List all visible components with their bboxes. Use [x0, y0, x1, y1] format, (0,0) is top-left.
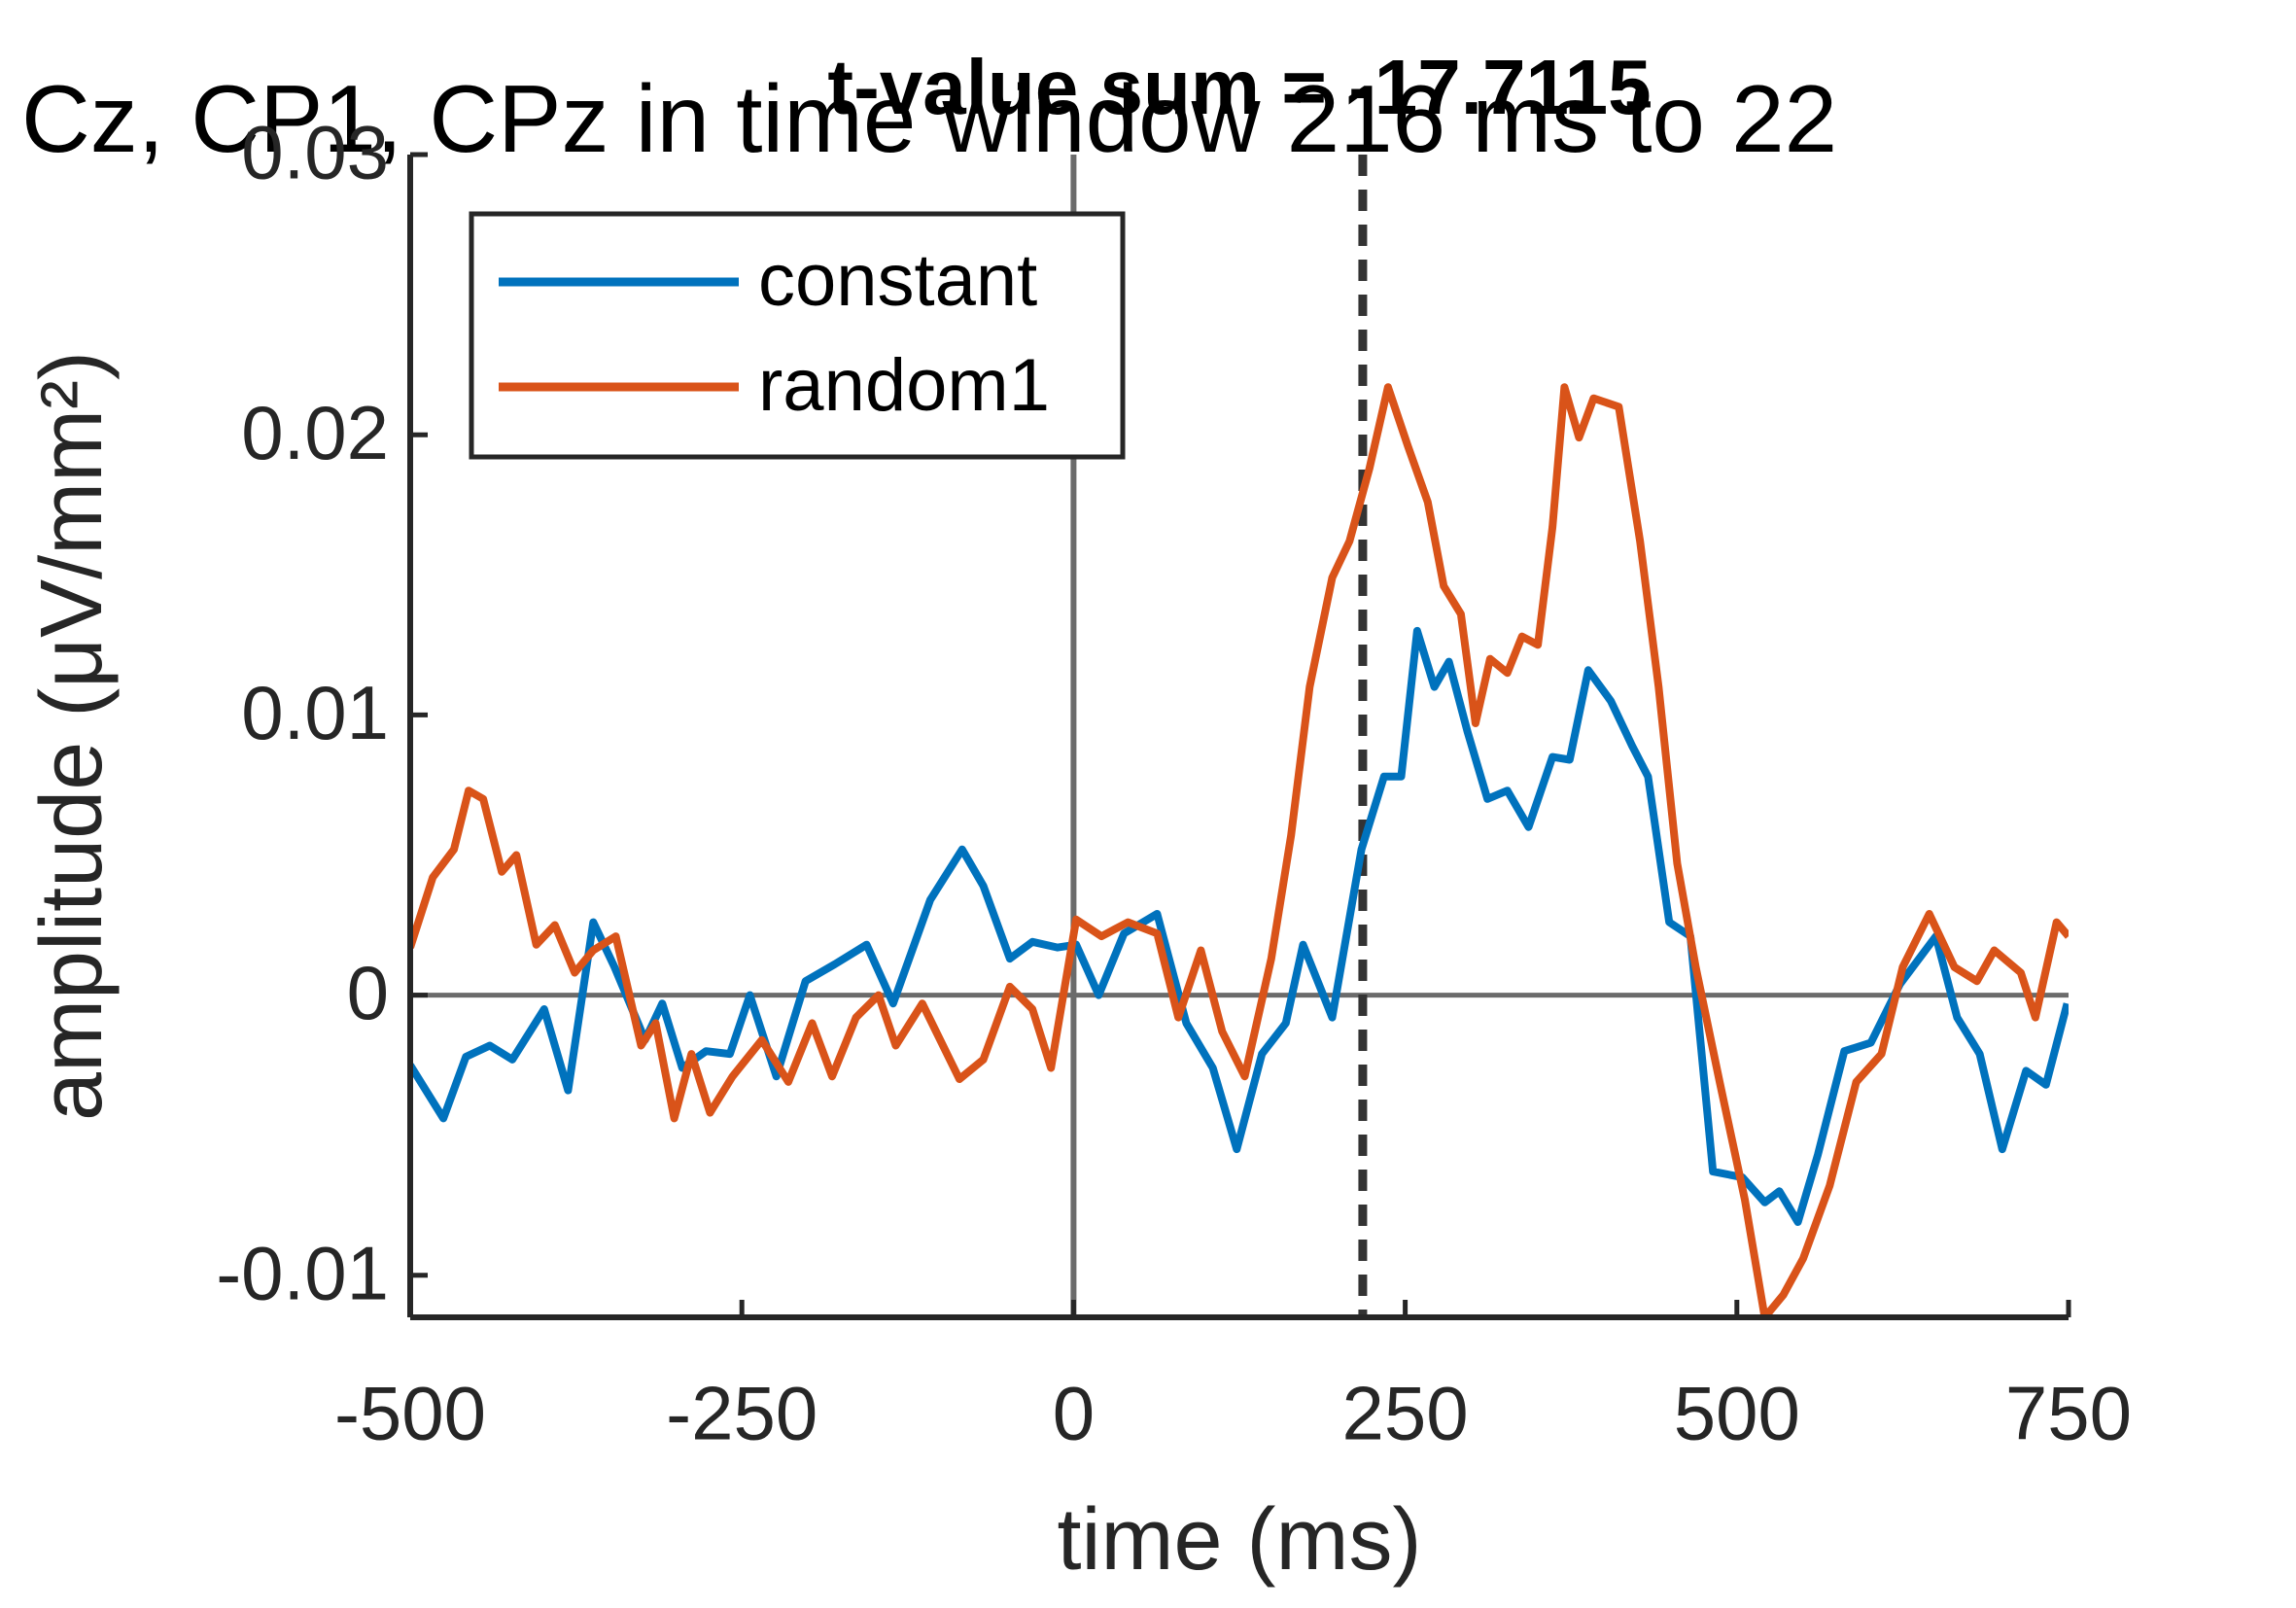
y-tick-label: 0.01	[241, 670, 389, 755]
legend-label: constant	[758, 239, 1037, 322]
x-tick-label: 500	[1674, 1371, 1800, 1456]
data-line	[410, 626, 2069, 1226]
y-axis-label: amplitude (μV/mm²)	[23, 351, 121, 1121]
x-tick-label: -500	[334, 1371, 486, 1456]
y-tick-label: 0.02	[241, 390, 389, 475]
legend-label: random1	[758, 344, 1050, 427]
legend-box	[469, 211, 1126, 460]
chart-subtitle: Cz, CP1, CPz in time window 216 ms to 22	[21, 65, 1837, 172]
y-tick-label: 0	[347, 950, 389, 1035]
x-tick-label: 250	[1342, 1371, 1469, 1456]
x-tick-label: -250	[666, 1371, 818, 1456]
y-tick-label: 0.03	[241, 110, 389, 195]
data-line	[410, 383, 2069, 1317]
y-tick-label: -0.01	[216, 1230, 389, 1315]
x-tick-label: 750	[2005, 1371, 2132, 1456]
x-tick-label: 0	[1053, 1371, 1095, 1456]
x-axis-label: time (ms)	[1058, 1491, 1422, 1589]
chart-title: t-value sum = -17.7115	[827, 44, 1651, 130]
